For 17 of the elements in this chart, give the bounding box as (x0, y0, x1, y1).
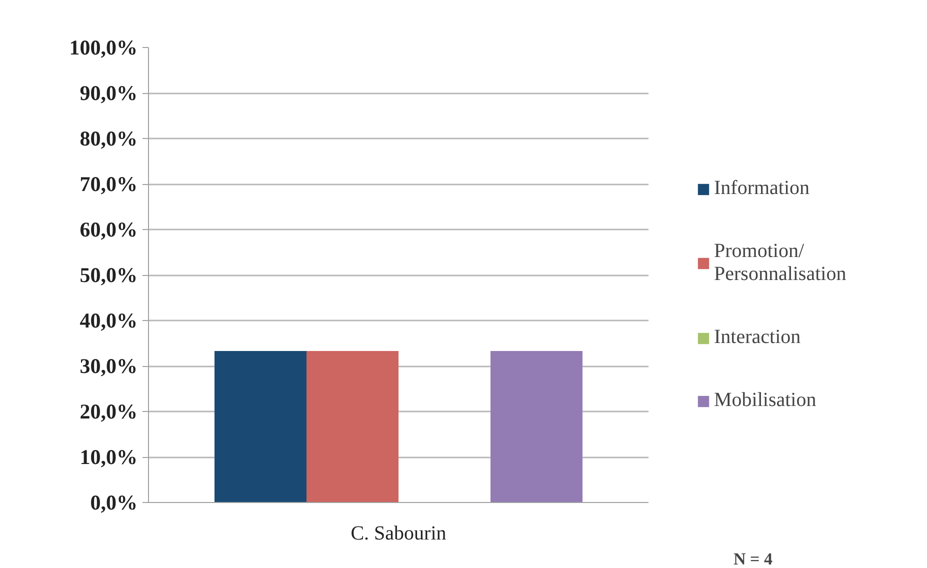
y-tick-label: 0,0% (90, 490, 138, 514)
y-tick-label: 40,0% (80, 308, 138, 332)
y-tick-label: 30,0% (80, 354, 138, 378)
x-tick-label: C. Sabourin (350, 522, 446, 544)
y-tick-label: 70,0% (80, 172, 138, 196)
y-tick-label: 50,0% (80, 263, 138, 287)
text: N = 4 (734, 550, 773, 568)
legend-label: Interaction (714, 326, 801, 349)
legend-label: Promotion/ Personnalisation (714, 240, 846, 286)
legend-label: Information (714, 177, 810, 200)
y-tick-label: 60,0% (80, 218, 138, 242)
y-tick-label: 80,0% (80, 126, 138, 150)
y-tick-label: 10,0% (80, 445, 138, 469)
y-tick-label: 100,0% (69, 36, 138, 60)
legend-label: Mobilisation (714, 389, 816, 412)
y-tick-label: 90,0% (80, 81, 138, 105)
y-tick-label: 20,0% (80, 400, 138, 424)
